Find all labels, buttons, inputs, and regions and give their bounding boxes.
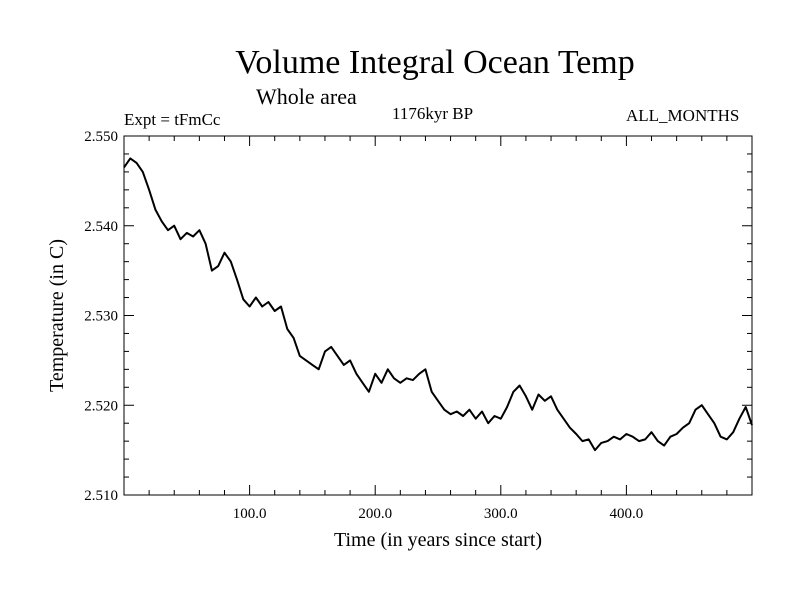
y-tick-label: 2.530	[84, 309, 118, 325]
y-tick-label: 2.550	[84, 129, 118, 145]
x-tick-label: 300.0	[484, 506, 518, 522]
y-tick-label: 2.510	[84, 488, 118, 504]
experiment-label: Expt = tFmCc	[124, 110, 221, 129]
period-label: 1176kyr BP	[392, 104, 474, 123]
x-axis-label: Time (in years since start)	[334, 529, 542, 551]
axis-ticks	[124, 136, 752, 495]
series-line	[123, 157, 753, 452]
y-tick-label: 2.540	[84, 219, 118, 235]
chart-title: Volume Integral Ocean Temp	[235, 44, 635, 81]
y-axis-label: Temperature (in C)	[46, 239, 68, 392]
tick-labels: 100.0 200.0 300.0 400.0 2.510 2.520 2.530 2.540…	[84, 129, 643, 522]
x-tick-label: 200.0	[358, 506, 392, 522]
y-tick-label: 2.520	[84, 398, 118, 414]
x-tick-label: 100.0	[233, 506, 267, 522]
months-label: ALL_MONTHS	[626, 106, 740, 125]
chart-subtitle: Whole area	[256, 84, 357, 109]
plot-frame	[123, 135, 753, 496]
x-tick-label: 400.0	[610, 506, 644, 522]
